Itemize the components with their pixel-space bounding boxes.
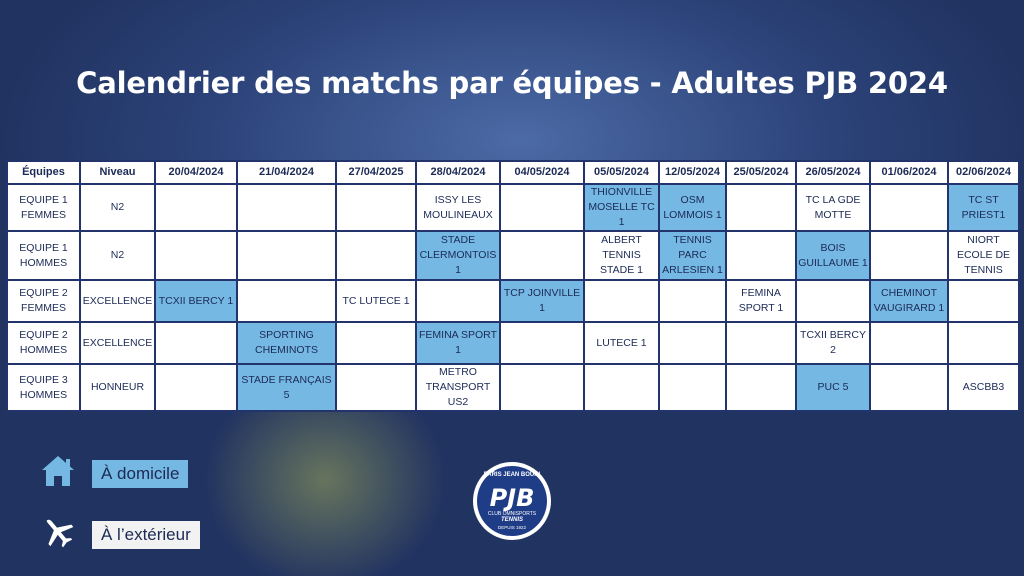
match-cell-home: TC ST PRIEST1 [947, 183, 1020, 232]
match-cell-home: FEMINA SPORT 1 [415, 321, 501, 365]
level-cell: N2 [79, 183, 156, 232]
match-cell-home: BOIS GUILLAUME 1 [795, 230, 871, 281]
match-cell-home: PUC 5 [795, 363, 871, 412]
match-cell [725, 183, 797, 232]
match-cell [795, 279, 871, 323]
match-cell: METRO TRANSPORT US2 [415, 363, 501, 412]
level-cell: HONNEUR [79, 363, 156, 412]
table-row: EQUIPE 1 HOMMES N2 STADE CLERMONTOIS 1 ALBE… [6, 230, 1020, 281]
house-icon [40, 453, 76, 494]
match-cell [236, 279, 337, 323]
logo-bottom-text: DEPUIS 1922 [497, 525, 526, 530]
match-cell [154, 183, 238, 232]
header-teams: Équipes [6, 160, 81, 185]
match-cell [154, 363, 238, 412]
match-cell-home: THIONVILLE MOSELLE TC 1 [583, 183, 660, 232]
match-cell-home: TCXII BERCY 1 [154, 279, 238, 323]
level-cell: EXCELLENCE [79, 321, 156, 365]
match-cell [947, 321, 1020, 365]
match-cell-home: CHEMINOT VAUGIRARD 1 [869, 279, 949, 323]
header-date: 02/06/2024 [947, 160, 1020, 185]
table-row: EQUIPE 2 FEMMES EXCELLENCE TCXII BERCY 1 TC… [6, 279, 1020, 323]
match-cell [947, 279, 1020, 323]
match-cell [658, 279, 727, 323]
match-cell-home: SPORTING CHEMINOTS [236, 321, 337, 365]
match-cell [335, 321, 417, 365]
match-cell [236, 183, 337, 232]
team-name-cell: EQUIPE 1 FEMMES [6, 183, 81, 232]
match-cell [869, 230, 949, 281]
match-cell [499, 321, 585, 365]
match-cell [869, 363, 949, 412]
header-date: 21/04/2024 [236, 160, 337, 185]
table-row: EQUIPE 2 HOMMES EXCELLENCE SPORTING CHEMIN… [6, 321, 1020, 365]
match-cell [583, 279, 660, 323]
table-row: EQUIPE 3 HOMMES HONNEUR STADE FRANÇAIS 5 ME… [6, 363, 1020, 412]
match-cell: NIORT ECOLE DE TENNIS [947, 230, 1020, 281]
match-cell [583, 363, 660, 412]
match-cell: ALBERT TENNIS STADE 1 [583, 230, 660, 281]
match-cell-home: TCP JOINVILLE 1 [499, 279, 585, 323]
team-name-cell: EQUIPE 1 HOMMES [6, 230, 81, 281]
logo-tennis-text: TENNIS [500, 517, 523, 523]
schedule-table: Équipes Niveau 20/04/2024 21/04/2024 27/04/2… [6, 160, 1020, 412]
match-cell [725, 321, 797, 365]
match-cell [658, 363, 727, 412]
match-cell: ISSY LES MOULINEAUX [415, 183, 501, 232]
team-name-cell: EQUIPE 2 FEMMES [6, 279, 81, 323]
match-cell: TC LUTECE 1 [335, 279, 417, 323]
header-date: 27/04/2025 [335, 160, 417, 185]
match-cell [499, 363, 585, 412]
table-row: EQUIPE 1 FEMMES N2 ISSY LES MOULINEAUX THIO… [6, 183, 1020, 232]
legend-home-label: À domicile [92, 459, 189, 488]
match-cell: FEMINA SPORT 1 [725, 279, 797, 323]
pjb-logo: PARIS JEAN BOUIN PJB CLUB OMNISPORTS TEN… [473, 462, 551, 540]
match-cell: TCXII BERCY 2 [795, 321, 871, 365]
match-cell [499, 183, 585, 232]
match-cell [415, 279, 501, 323]
level-cell: N2 [79, 230, 156, 281]
match-cell-home: OSM LOMMOIS 1 [658, 183, 727, 232]
legend-away-label: À l’extérieur [92, 520, 200, 549]
match-cell [154, 321, 238, 365]
match-cell: LUTECE 1 [583, 321, 660, 365]
header-date: 12/05/2024 [658, 160, 727, 185]
team-name-cell: EQUIPE 3 HOMMES [6, 363, 81, 412]
match-cell [335, 183, 417, 232]
legend-away: À l’extérieur [40, 514, 200, 555]
header-date: 05/05/2024 [583, 160, 660, 185]
header-date: 25/05/2024 [725, 160, 797, 185]
header-date: 04/05/2024 [499, 160, 585, 185]
header-row: Équipes Niveau 20/04/2024 21/04/2024 27/04/2… [6, 160, 1020, 185]
match-cell-home: TENNIS PARC ARLESIEN 1 [658, 230, 727, 281]
logo-main-text: PJB [489, 484, 535, 512]
header-date: 20/04/2024 [154, 160, 238, 185]
match-cell [658, 321, 727, 365]
airplane-icon [40, 514, 76, 555]
team-name-cell: EQUIPE 2 HOMMES [6, 321, 81, 365]
logo-ring-text: PARIS JEAN BOUIN [483, 472, 541, 478]
match-cell: TC LA GDE MOTTE [795, 183, 871, 232]
match-cell-home: STADE CLERMONTOIS 1 [415, 230, 501, 281]
match-cell-home: STADE FRANÇAIS 5 [236, 363, 337, 412]
legend-home: À domicile [40, 453, 189, 494]
match-cell [725, 230, 797, 281]
match-cell [725, 363, 797, 412]
header-date: 28/04/2024 [415, 160, 501, 185]
level-cell: EXCELLENCE [79, 279, 156, 323]
header-level: Niveau [79, 160, 156, 185]
match-cell [154, 230, 238, 281]
match-cell [869, 183, 949, 232]
header-date: 26/05/2024 [795, 160, 871, 185]
page-title: Calendrier des matchs par équipes - Adul… [76, 66, 948, 100]
logo-sub-text: CLUB OMNISPORTS [487, 511, 537, 517]
match-cell [335, 363, 417, 412]
match-cell [236, 230, 337, 281]
match-cell: ASCBB3 [947, 363, 1020, 412]
match-cell [499, 230, 585, 281]
match-cell [335, 230, 417, 281]
header-date: 01/06/2024 [869, 160, 949, 185]
match-cell [869, 321, 949, 365]
